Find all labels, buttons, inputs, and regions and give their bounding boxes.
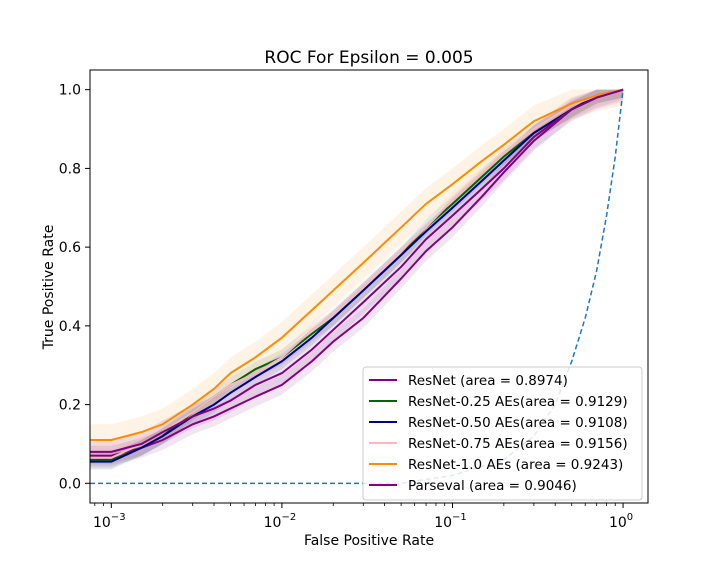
series-line-5 bbox=[90, 88, 624, 453]
series-line-4 bbox=[90, 88, 624, 442]
series-line-3 bbox=[90, 88, 624, 459]
y-axis-ticks: 0.0 0.2 0.4 0.6 0.8 1.0 bbox=[59, 83, 90, 492]
legend-box bbox=[362, 366, 643, 501]
plot-frame bbox=[89, 69, 649, 504]
chance-baseline bbox=[90, 89, 624, 485]
legend-label-4: ResNet-1.0 AEs (area = 0.9243) bbox=[408, 457, 623, 473]
x-tick-label: 10−2 bbox=[264, 512, 297, 531]
series-lines bbox=[90, 88, 624, 463]
chart-title: ROC For Epsilon = 0.005 bbox=[264, 48, 473, 68]
y-tick-label: 0.2 bbox=[59, 398, 81, 414]
x-axis-label: False Positive Rate bbox=[304, 533, 434, 549]
y-tick-label: 0.6 bbox=[59, 240, 81, 256]
series-band-5 bbox=[90, 89, 624, 464]
baseline-layer bbox=[90, 89, 624, 485]
y-tick-label: 0.0 bbox=[59, 476, 81, 492]
legend-label-5: Parseval (area = 0.9046) bbox=[408, 478, 577, 494]
y-axis-label: True Positive Rate bbox=[41, 225, 57, 351]
y-tick-label: 0.8 bbox=[59, 161, 81, 177]
x-tick-label: 10−1 bbox=[434, 512, 467, 531]
x-axis-ticks: 10−3 10−2 10−1 100 bbox=[93, 503, 633, 531]
legend-label-1: ResNet-0.25 AEs(area = 0.9129) bbox=[408, 394, 628, 410]
series-line-0 bbox=[90, 88, 624, 457]
legend: ResNet (area = 0.8974) ResNet-0.25 AEs(ar… bbox=[362, 366, 643, 501]
legend-label-2: ResNet-0.50 AEs(area = 0.9108) bbox=[408, 415, 628, 431]
x-tick-label: 10−3 bbox=[93, 512, 126, 531]
y-tick-label: 0.4 bbox=[59, 319, 81, 335]
confidence-bands bbox=[90, 89, 624, 470]
legend-label-0: ResNet (area = 0.8974) bbox=[408, 373, 568, 389]
y-tick-label: 1.0 bbox=[59, 83, 81, 99]
series-band-0 bbox=[90, 89, 624, 466]
series-line-2 bbox=[90, 88, 624, 463]
series-band-4 bbox=[90, 89, 624, 456]
legend-label-3: ResNet-0.75 AEs(area = 0.9156) bbox=[408, 436, 628, 452]
x-tick-label: 100 bbox=[609, 512, 633, 531]
